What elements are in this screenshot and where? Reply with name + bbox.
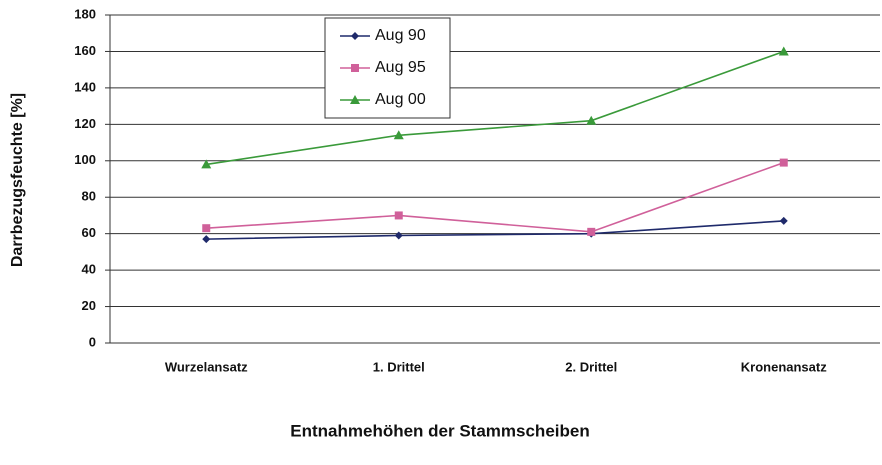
x-tick-label: 1. Drittel: [373, 359, 425, 374]
x-axis-label: Entnahmehöhen der Stammscheiben: [290, 421, 589, 440]
marker: [394, 211, 403, 220]
y-tick-label: 80: [82, 189, 96, 204]
y-tick-label: 40: [82, 262, 96, 277]
x-tick-label: 2. Drittel: [565, 359, 617, 374]
marker: [351, 64, 359, 72]
marker: [394, 231, 403, 240]
y-tick-label: 60: [82, 225, 96, 240]
y-axis-label: Darrbezugsfeuchte [%]: [9, 93, 26, 267]
marker: [586, 115, 597, 125]
series-line: [206, 161, 785, 233]
marker: [201, 159, 212, 169]
legend-label: Aug 90: [375, 27, 426, 44]
series-line: [206, 220, 784, 240]
marker: [202, 235, 211, 244]
marker: [779, 216, 788, 225]
marker: [779, 158, 788, 167]
marker: [587, 227, 596, 236]
y-tick-label: 140: [74, 79, 96, 94]
y-tick-label: 120: [74, 116, 96, 131]
marker: [778, 46, 789, 56]
y-tick-label: 100: [74, 152, 96, 167]
x-tick-label: Wurzelansatz: [165, 359, 248, 374]
marker: [351, 32, 359, 40]
marker: [202, 224, 211, 233]
marker: [350, 95, 360, 104]
legend-label: Aug 95: [375, 59, 426, 76]
marker: [393, 130, 404, 140]
series-line: [206, 50, 785, 166]
y-tick-label: 20: [82, 298, 96, 313]
y-tick-label: 0: [89, 334, 96, 349]
y-tick-label: 180: [74, 6, 96, 21]
legend-label: Aug 00: [375, 91, 426, 108]
y-tick-label: 160: [74, 43, 96, 58]
x-tick-label: Kronenansatz: [741, 359, 827, 374]
